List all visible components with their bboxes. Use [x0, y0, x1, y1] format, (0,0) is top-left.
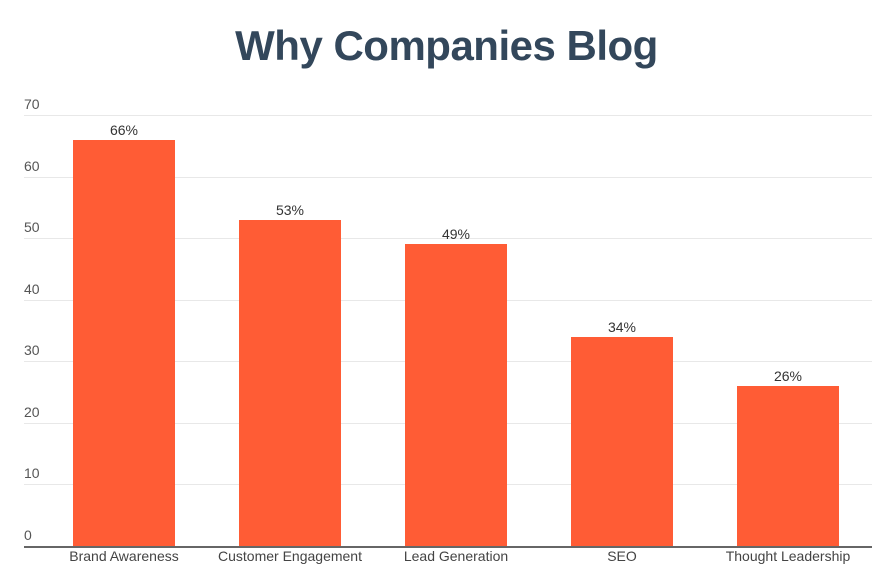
y-tick-label: 20 — [24, 404, 40, 420]
y-tick-label: 30 — [24, 342, 40, 358]
y-tick-label: 40 — [24, 281, 40, 297]
bar-thought-leadership[interactable] — [737, 386, 839, 546]
x-tick-label: Brand Awareness — [69, 548, 179, 564]
data-label: 26% — [773, 368, 803, 384]
data-label: 66% — [109, 122, 139, 138]
y-tick-label: 10 — [24, 465, 40, 481]
data-label: 34% — [607, 319, 637, 335]
x-tick-label: Thought Leadership — [725, 548, 851, 564]
y-tick-label: 70 — [24, 96, 40, 112]
data-label: 49% — [441, 226, 471, 242]
chart-title: Why Companies Blog — [235, 22, 658, 69]
gridline — [24, 177, 872, 178]
x-axis-line — [24, 546, 872, 548]
gridline — [24, 238, 872, 239]
y-tick-label: 50 — [24, 219, 40, 235]
x-tick-label: SEO — [607, 548, 637, 564]
gridline — [24, 115, 872, 116]
bar-lead-generation[interactable] — [405, 244, 507, 546]
bar-brand-awareness[interactable] — [73, 140, 175, 546]
y-tick-label: 0 — [24, 527, 32, 543]
x-tick-label: Lead Generation — [403, 548, 509, 564]
bar-customer-engagement[interactable] — [239, 220, 341, 546]
x-tick-label: Customer Engagement — [218, 548, 362, 564]
bar-seo[interactable] — [571, 337, 673, 546]
data-label: 53% — [275, 202, 305, 218]
y-tick-label: 60 — [24, 158, 40, 174]
